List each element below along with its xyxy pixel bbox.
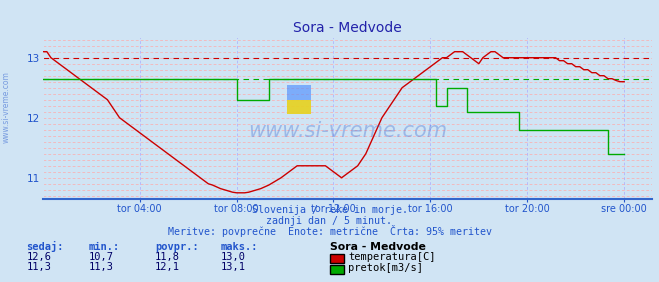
Text: 13,0: 13,0 bbox=[221, 252, 246, 262]
Text: sedaj:: sedaj: bbox=[26, 241, 64, 252]
Text: min.:: min.: bbox=[89, 242, 120, 252]
Text: Sora - Medvode: Sora - Medvode bbox=[330, 242, 425, 252]
Text: 13,1: 13,1 bbox=[221, 262, 246, 272]
Text: povpr.:: povpr.: bbox=[155, 242, 198, 252]
Text: 12,6: 12,6 bbox=[26, 252, 51, 262]
Bar bbox=[287, 85, 311, 114]
Title: Sora - Medvode: Sora - Medvode bbox=[293, 21, 402, 36]
Text: Slovenija / reke in morje.: Slovenija / reke in morje. bbox=[252, 205, 407, 215]
Text: Meritve: povprečne  Enote: metrične  Črta: 95% meritev: Meritve: povprečne Enote: metrične Črta:… bbox=[167, 226, 492, 237]
Text: 10,7: 10,7 bbox=[89, 252, 114, 262]
Text: 11,3: 11,3 bbox=[89, 262, 114, 272]
Text: temperatura[C]: temperatura[C] bbox=[348, 252, 436, 262]
Text: 11,3: 11,3 bbox=[26, 262, 51, 272]
Text: maks.:: maks.: bbox=[221, 242, 258, 252]
Text: zadnji dan / 5 minut.: zadnji dan / 5 minut. bbox=[266, 216, 393, 226]
Bar bbox=[287, 100, 311, 114]
Text: 11,8: 11,8 bbox=[155, 252, 180, 262]
Text: 12,1: 12,1 bbox=[155, 262, 180, 272]
Text: www.si-vreme.com: www.si-vreme.com bbox=[248, 121, 447, 141]
Text: pretok[m3/s]: pretok[m3/s] bbox=[348, 263, 423, 273]
Text: www.si-vreme.com: www.si-vreme.com bbox=[2, 71, 11, 143]
